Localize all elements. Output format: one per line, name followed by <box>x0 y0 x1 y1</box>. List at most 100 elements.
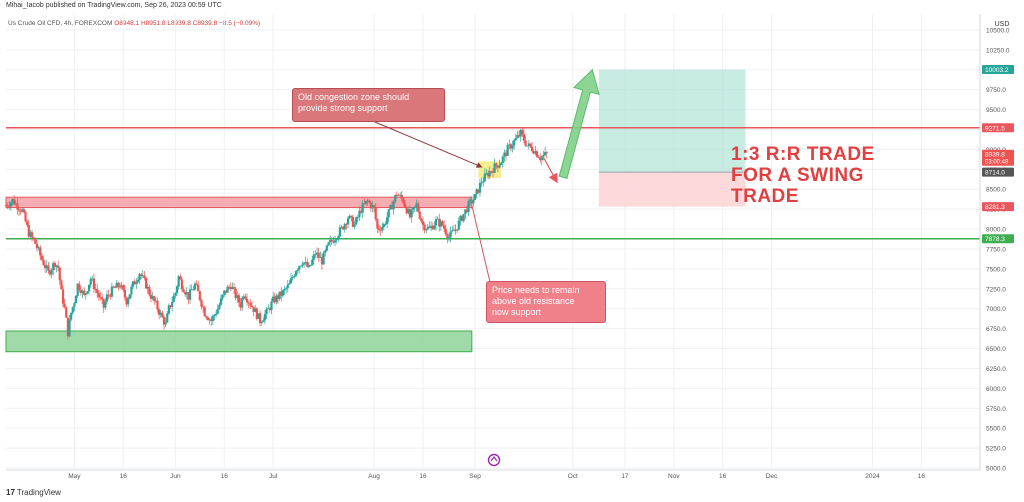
price-label: 9271.5 <box>982 123 1014 133</box>
candle <box>226 285 229 293</box>
candle <box>345 222 348 230</box>
candle-body <box>311 259 314 266</box>
candle-body <box>68 319 71 337</box>
candle <box>205 315 208 320</box>
candle-body <box>288 283 291 285</box>
candle-body <box>534 151 537 154</box>
x-tick-label: 16 <box>120 473 128 480</box>
candle <box>218 302 221 311</box>
candle <box>544 146 547 157</box>
candle-body <box>52 263 55 271</box>
candle <box>24 210 27 223</box>
candle-body <box>236 295 239 299</box>
candle-body <box>188 289 192 300</box>
candle <box>330 236 333 246</box>
y-tick-label: 5250.0 <box>986 446 1006 453</box>
candle <box>368 198 371 204</box>
candle <box>153 295 156 305</box>
candle-body <box>382 223 385 227</box>
candle <box>144 276 148 290</box>
candle <box>78 281 81 293</box>
callout-line: above old resistance <box>492 296 575 306</box>
callout-congestion[interactable]: Old congestion zone should provide stron… <box>292 88 445 122</box>
candle <box>421 216 425 231</box>
price-label-bg <box>982 64 1014 74</box>
candle <box>252 306 255 317</box>
candle <box>169 305 172 309</box>
callout-line: provide strong support <box>298 103 388 113</box>
candle <box>413 206 416 213</box>
candle <box>84 292 87 300</box>
candle-body <box>250 305 254 307</box>
candle-body <box>110 286 113 297</box>
candle-body <box>109 295 112 297</box>
candle <box>190 284 193 291</box>
candle-body <box>451 230 454 232</box>
candle-body <box>169 305 172 307</box>
candle <box>83 287 86 297</box>
price-label: 8714.0 <box>982 167 1014 177</box>
candle-body <box>374 207 377 220</box>
candle-body <box>35 243 39 249</box>
candle-body <box>37 247 40 249</box>
candle-body <box>371 205 374 209</box>
candle <box>454 224 457 235</box>
candle <box>276 293 280 305</box>
candle <box>100 293 104 304</box>
candle <box>327 241 330 246</box>
candle <box>192 286 195 291</box>
tradingview-logo[interactable]: 17 TradingView <box>6 488 61 497</box>
candle <box>48 268 52 277</box>
candle-body <box>475 189 478 195</box>
candle-body <box>175 286 179 294</box>
candle <box>29 229 32 239</box>
candle <box>187 292 190 305</box>
candle-body <box>8 206 11 208</box>
candle <box>379 225 382 236</box>
candle-body <box>527 143 530 146</box>
candle-body <box>464 209 467 215</box>
candle <box>389 203 392 211</box>
candle-body <box>122 285 125 290</box>
callout-pointer <box>374 121 483 168</box>
candle <box>350 215 353 222</box>
candle-body <box>262 320 265 322</box>
candle <box>514 133 517 141</box>
candle-body <box>443 225 446 229</box>
candle <box>239 298 242 311</box>
candle-body <box>296 269 299 272</box>
candle-body <box>231 287 234 290</box>
candle-body <box>57 265 60 268</box>
candle <box>506 142 509 156</box>
candle <box>250 300 254 308</box>
candle-body <box>14 203 17 205</box>
y-tick-label: 6500.0 <box>986 346 1006 353</box>
candle <box>420 217 423 224</box>
candle <box>524 135 527 147</box>
candle <box>105 290 109 305</box>
symbol-name[interactable]: Us Crude Oil CFD, 4h, FOREXCOM <box>8 20 113 27</box>
candle <box>452 224 456 232</box>
y-tick-label: 7750.0 <box>986 246 1006 253</box>
y-tick-label: 9500.0 <box>986 107 1006 114</box>
candle-body <box>389 204 392 210</box>
candle-body <box>148 286 151 295</box>
candle <box>197 280 200 292</box>
candle-body <box>358 210 361 218</box>
candle <box>446 232 449 244</box>
trade-annotation-line: FOR A SWING <box>731 165 864 186</box>
candle-body <box>433 225 436 230</box>
candle-body <box>22 209 26 213</box>
candle-body <box>312 254 315 260</box>
candle-body <box>61 289 65 304</box>
candle <box>418 206 421 220</box>
y-tick-label: 6750.0 <box>986 326 1006 333</box>
candle-body <box>252 306 255 312</box>
candle <box>296 268 299 274</box>
callout-price[interactable]: Price needs to remain above old resistan… <box>486 281 606 323</box>
candle-body <box>228 286 231 288</box>
candle <box>311 256 314 267</box>
candle-body <box>338 227 341 237</box>
candle-body <box>133 281 136 285</box>
